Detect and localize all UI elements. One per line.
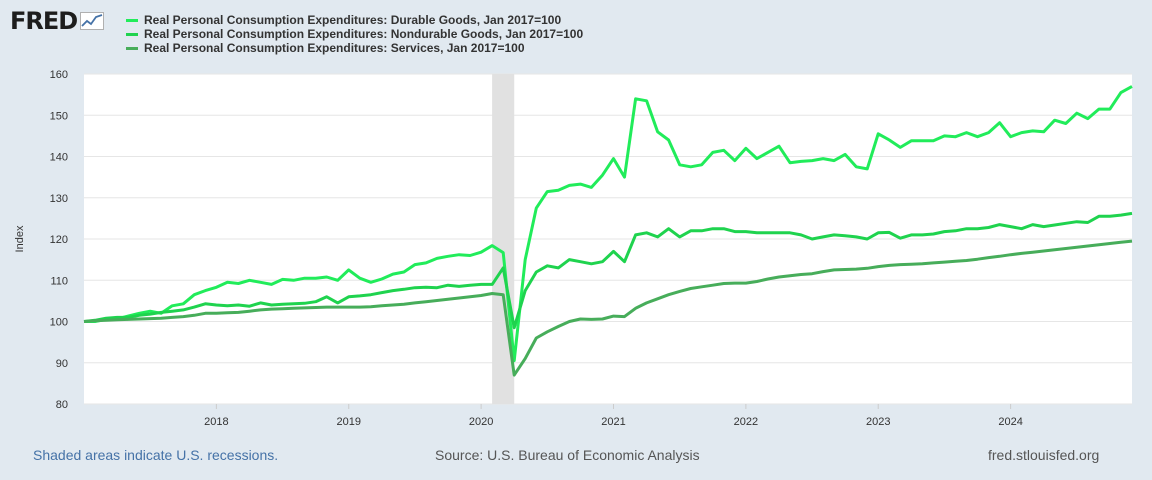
y-tick-label: 80 [56, 399, 68, 411]
series-nondurable-line[interactable] [83, 211, 1133, 330]
x-axis: 2018 2019 2020 2021 2022 2023 2024 [204, 404, 1023, 428]
x-tick-label: 2023 [866, 416, 890, 428]
x-tick-label: 2021 [601, 416, 625, 428]
y-tick-label: 100 [50, 317, 68, 329]
y-tick-label: 160 [50, 69, 68, 81]
trend-line-icon [80, 12, 105, 30]
y-tick-label: 150 [50, 110, 68, 122]
legend-label-durable: Real Personal Consumption Expenditures: … [144, 13, 562, 27]
x-tick-label: 2024 [998, 416, 1022, 428]
y-tick-label: 90 [56, 358, 68, 370]
series-durable-line[interactable] [84, 85, 1133, 363]
y-tick-label: 140 [50, 152, 68, 164]
x-tick-label: 2022 [734, 416, 758, 428]
series-lines [83, 85, 1133, 377]
chart-legend: Real Personal Consumption Expenditures: … [126, 13, 583, 55]
legend-label-nondurable: Real Personal Consumption Expenditures: … [144, 27, 584, 41]
y-axis: 80 90 100 110 120 130 140 150 160 [50, 69, 68, 411]
legend-item-durable[interactable]: Real Personal Consumption Expenditures: … [126, 13, 583, 27]
series-services-line[interactable] [83, 239, 1133, 377]
source-note: Source: U.S. Bureau of Economic Analysis [435, 447, 700, 463]
x-tick-label: 2018 [204, 416, 228, 428]
recession-band [492, 74, 515, 404]
y-tick-label: 110 [50, 275, 68, 287]
y-axis-label: Index [14, 225, 26, 252]
y-tick-label: 120 [50, 234, 68, 246]
fred-logo-text: FRED [10, 7, 78, 35]
x-tick-label: 2020 [469, 416, 493, 428]
legend-item-services[interactable]: Real Personal Consumption Expenditures: … [126, 41, 583, 55]
grid-lines [84, 73, 1132, 405]
legend-swatch-nondurable [126, 32, 138, 36]
legend-item-nondurable[interactable]: Real Personal Consumption Expenditures: … [126, 27, 583, 41]
recessions-note[interactable]: Shaded areas indicate U.S. recessions. [33, 447, 279, 463]
chart-header: FRED Real Personal Consumption Expenditu… [0, 0, 1152, 66]
fred-logo[interactable]: FRED [10, 7, 105, 35]
y-tick-label: 130 [50, 193, 68, 205]
legend-swatch-services [126, 46, 138, 50]
x-tick-label: 2019 [337, 416, 361, 428]
site-url[interactable]: fred.stlouisfed.org [988, 447, 1100, 463]
legend-label-services: Real Personal Consumption Expenditures: … [144, 41, 525, 55]
legend-swatch-durable [126, 18, 138, 22]
